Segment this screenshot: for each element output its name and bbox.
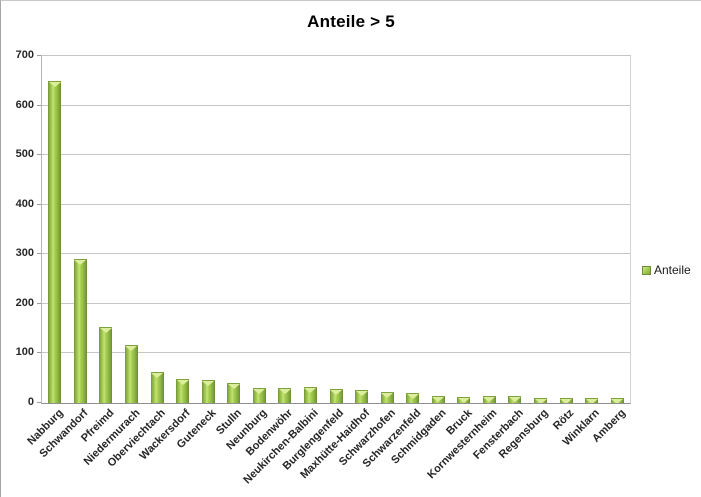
y-tick-label: 500	[15, 148, 34, 161]
bar-schmidgaden	[431, 396, 445, 403]
gridline	[42, 104, 630, 106]
gridline	[42, 352, 630, 354]
plot-area	[41, 55, 631, 404]
bar-schwarzhofen	[380, 392, 394, 403]
bar-oberviechtach	[150, 372, 164, 403]
bar-wackersdorf	[176, 379, 190, 403]
bar-burglengenfeld	[329, 389, 343, 403]
bar-fensterbach	[508, 396, 522, 403]
y-tick-mark	[37, 154, 41, 156]
bar-schwarzenfeld	[406, 393, 420, 403]
bar-bodenwöhr	[278, 388, 292, 403]
y-tick-label: 600	[15, 98, 34, 111]
bar-nabburg	[48, 81, 62, 403]
y-tick-mark	[37, 104, 41, 106]
bar-amberg	[610, 398, 624, 403]
bar-rötz	[559, 398, 573, 403]
y-tick-mark	[37, 203, 41, 205]
y-tick-label: 200	[15, 296, 34, 309]
y-tick-label: 300	[15, 247, 34, 260]
y-tick-mark	[37, 302, 41, 304]
bar-neukirchen-balbini	[303, 387, 317, 403]
bar-regensburg	[534, 398, 548, 403]
bar-maxhütte-haidhof	[355, 390, 369, 403]
chart-title: Anteile > 5	[307, 12, 395, 31]
y-tick-mark	[37, 55, 41, 56]
y-tick-mark	[37, 253, 41, 255]
bar-kornwesternheim	[482, 396, 496, 403]
y-tick-mark	[37, 402, 41, 403]
bar-neunburg	[252, 388, 266, 403]
legend-label: Anteile	[654, 263, 691, 277]
legend-swatch-icon	[642, 265, 651, 275]
bar-guteneck	[201, 380, 215, 403]
y-tick-label: 400	[15, 197, 34, 210]
y-tick-mark	[37, 352, 41, 354]
gridline	[42, 302, 630, 304]
gridline	[42, 154, 630, 156]
bar-niedermurach	[124, 345, 138, 403]
gridline	[42, 253, 630, 255]
gridline	[42, 203, 630, 205]
bar-schwandorf	[73, 259, 87, 403]
bar-stulln	[227, 383, 241, 403]
bar-pfreimd	[99, 327, 113, 403]
y-tick-label: 700	[15, 49, 34, 61]
y-tick-label: 0	[27, 396, 34, 408]
bar-bruck	[457, 397, 471, 403]
bar-winklarn	[585, 398, 599, 403]
legend: Anteile	[642, 263, 691, 277]
y-tick-label: 100	[15, 346, 34, 359]
